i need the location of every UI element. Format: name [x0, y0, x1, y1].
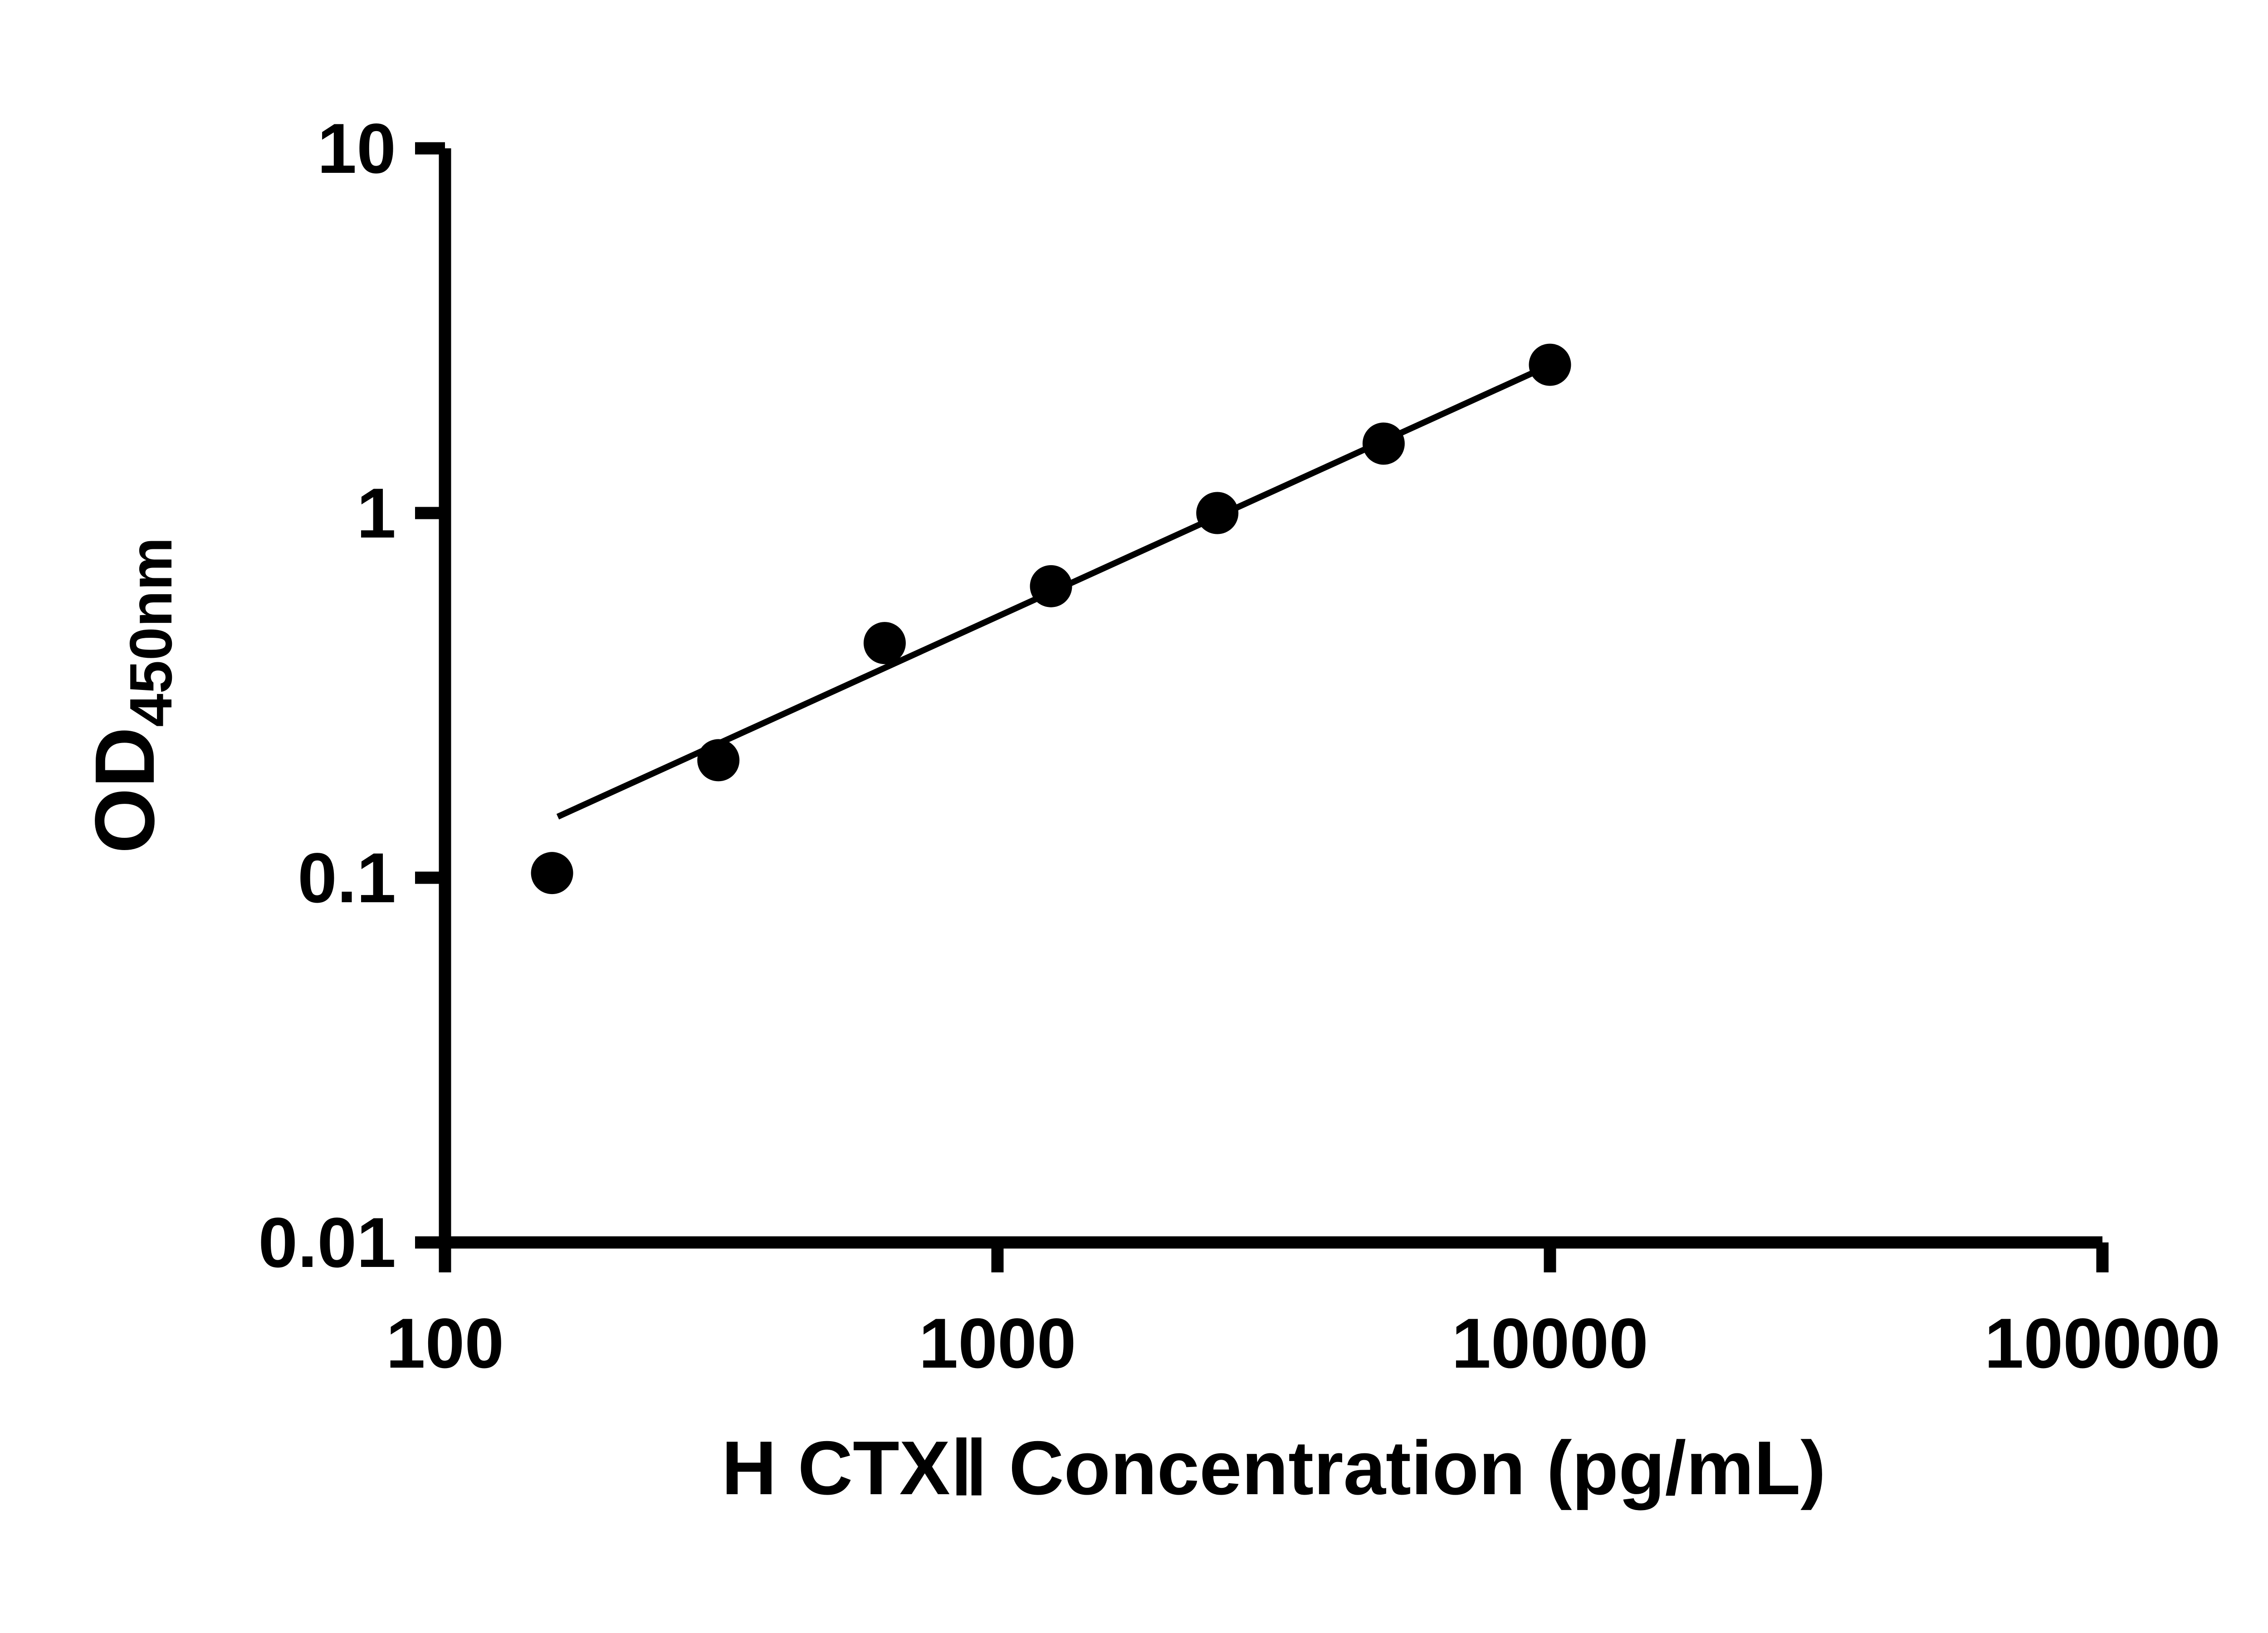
y-tick-label: 0.01	[258, 1203, 396, 1282]
x-tick-label: 10000	[1452, 1304, 1648, 1383]
data-point	[863, 622, 906, 665]
axes	[439, 148, 2102, 1249]
y-tick-label: 0.1	[298, 839, 396, 918]
data-point	[1362, 422, 1405, 465]
x-axis-title: H CTXⅡ Concentration (pg/mL)	[722, 1425, 1826, 1511]
data-point	[1030, 565, 1072, 607]
plot-area	[531, 343, 1571, 895]
y-axis-title-sub: 450nm	[117, 537, 184, 727]
data-point	[531, 852, 573, 895]
axis-ticks	[415, 142, 2109, 1272]
y-axis-title-main: OD	[78, 727, 172, 854]
data-point	[1529, 343, 1571, 386]
x-tick-label: 1000	[919, 1304, 1076, 1383]
data-point	[1196, 492, 1239, 534]
y-axis-title: OD450nm	[78, 537, 184, 853]
axis-tick-labels: 100 1000 10000 100000 0.01 0.1 1 10	[258, 109, 2220, 1383]
x-tick-label: 100	[386, 1304, 504, 1383]
data-point	[697, 739, 740, 782]
y-tick-label: 1	[357, 474, 396, 553]
x-tick-label: 100000	[1984, 1304, 2221, 1383]
y-tick-label: 10	[317, 109, 396, 188]
